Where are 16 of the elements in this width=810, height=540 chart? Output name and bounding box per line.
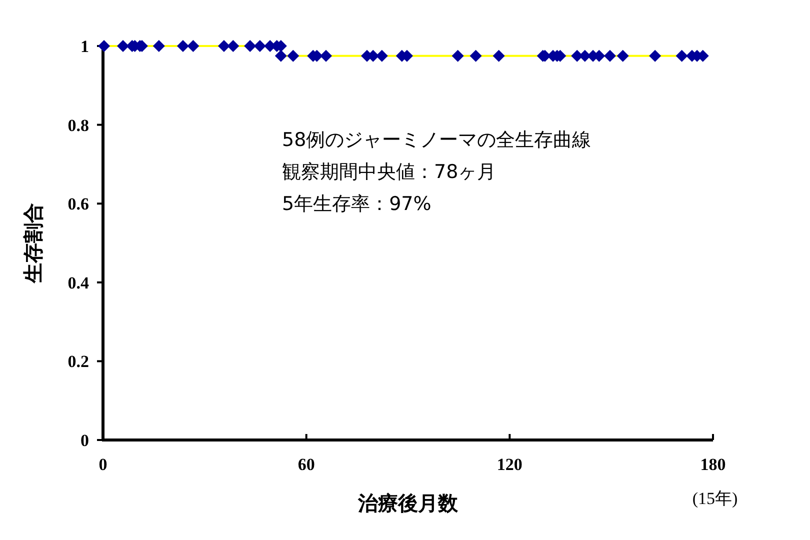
text: (15年) <box>692 489 738 508</box>
y-tick-label: 1 <box>80 37 89 56</box>
y-tick-label: 0.8 <box>68 116 89 135</box>
x-tick-label: 180 <box>700 455 726 474</box>
y-axis-title: 生存割合 <box>21 203 45 284</box>
annotation: 5年生存率：97% <box>282 193 432 215</box>
x-tick-label: 60 <box>298 455 315 474</box>
x-tick-label: 0 <box>98 455 108 474</box>
y-tick-label: 0.4 <box>68 273 90 292</box>
x-axis-title: 治療後月数 <box>357 491 459 515</box>
y-tick-label: 0.2 <box>68 352 89 372</box>
x-tick-label: 120 <box>496 455 522 474</box>
annotation: 58例のジャーミノーマの全生存曲線 <box>282 129 592 151</box>
y-tick-label: 0.6 <box>68 194 89 214</box>
y-tick-label: 0 <box>80 431 89 450</box>
annotation: 観察期間中央値：78ヶ月 <box>282 161 496 183</box>
